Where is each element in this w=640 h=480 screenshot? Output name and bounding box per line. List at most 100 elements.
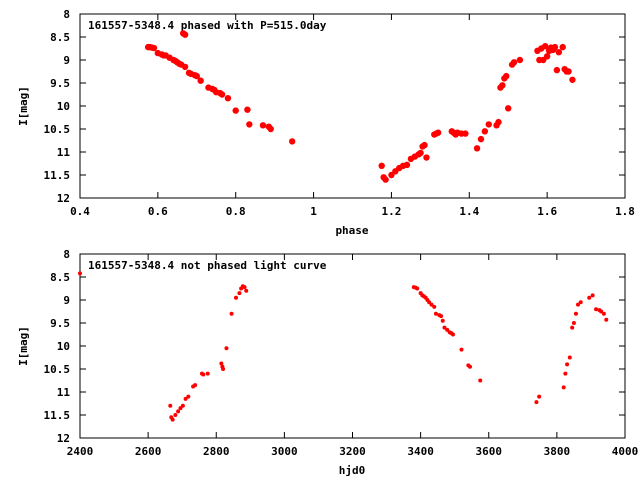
y-tick-label: 10.5 [44,363,71,376]
data-point [565,68,572,75]
y-tick-label: 8 [63,8,70,21]
unphased-y-ticks: 8 8.5 9 9.5 10 10.5 11 11.5 12 [44,248,625,445]
data-point [570,325,575,330]
unphased-y-axis-label: I[mag] [17,326,30,366]
data-point [541,43,549,50]
y-tick-label: 11 [57,386,71,399]
data-point [170,417,175,422]
phased-panel: 161557-5348.4 phased with P=515.0day pha… [17,8,635,237]
data-point [559,43,566,51]
data-point [186,394,191,399]
x-tick-label: 0.4 [70,205,90,218]
phased-x-ticks: 0.4 0.6 0.8 1 1.2 1.4 1.6 1.8 [70,14,635,218]
phased-data-points [144,30,576,183]
unphased-panel: 161557-5348.4 not phased light curve hjd… [17,248,638,477]
data-point [224,346,229,351]
data-point [516,56,524,64]
data-point [181,31,189,38]
data-point [183,396,188,401]
x-tick-label: 1.6 [537,205,557,218]
data-point [429,302,434,307]
y-tick-label: 12 [57,432,70,445]
x-tick-label: 3000 [271,445,298,458]
x-tick-label: 1 [310,205,317,218]
data-point [434,129,442,136]
data-point [553,66,561,74]
phased-x-axis-label: phase [335,224,368,237]
data-point [193,72,200,80]
data-point [477,135,485,143]
data-point [440,318,445,323]
x-tick-label: 2400 [67,445,94,458]
data-point [403,161,411,169]
data-point [150,44,158,52]
data-point [201,372,206,377]
x-tick-label: 3200 [339,445,366,458]
data-point [244,288,249,293]
data-point [478,378,483,383]
data-point [181,63,189,71]
data-point [423,154,430,161]
data-point [415,286,420,291]
y-tick-label: 8.5 [50,31,70,44]
data-point [575,302,580,307]
data-point [168,403,173,408]
y-tick-label: 11.5 [44,409,71,422]
data-point [259,122,267,129]
phased-y-axis-label: I[mag] [17,86,30,126]
data-point [229,311,234,316]
data-point [571,321,576,325]
y-tick-label: 8.5 [50,271,70,284]
data-point [442,325,447,330]
data-point [567,355,572,360]
data-point [499,82,506,89]
y-tick-label: 9 [63,294,70,307]
data-point [537,394,542,399]
data-point [578,300,583,305]
data-point [601,311,606,316]
data-point [473,145,481,152]
x-tick-label: 0.6 [148,205,168,218]
data-point [267,125,274,133]
data-point [439,314,444,319]
unphased-x-axis-label: hjd0 [339,464,366,477]
data-point [569,76,576,83]
data-point [587,295,592,300]
y-tick-label: 10 [57,100,70,113]
data-point [481,128,489,135]
data-point [462,130,469,137]
data-point [224,94,232,102]
data-point [288,138,296,145]
x-tick-label: 3400 [407,445,434,458]
data-point [505,105,512,112]
data-point [205,371,210,376]
data-point [561,385,566,390]
data-point [219,361,224,366]
y-tick-label: 10 [57,340,70,353]
data-point [555,48,563,56]
data-point [242,285,247,290]
data-point [432,304,437,309]
x-tick-label: 3800 [544,445,571,458]
data-point [510,59,518,66]
data-point [604,317,609,322]
data-point [234,295,239,300]
y-tick-label: 11 [57,146,71,159]
data-point [590,293,595,298]
y-tick-label: 12 [57,192,70,205]
data-point [417,149,424,157]
y-tick-label: 9.5 [50,77,70,90]
data-point [244,106,251,113]
y-tick-label: 8 [63,248,70,261]
data-point [176,409,181,414]
x-tick-label: 2800 [203,445,230,458]
y-tick-label: 10.5 [44,123,71,136]
unphased-x-ticks: 2400 2600 2800 3000 3200 3400 3600 3800 4000 [67,254,638,458]
data-point [221,367,226,371]
data-point [563,371,568,376]
phased-y-ticks: 8 8.5 9 9.5 10 10.5 11 11.5 12 [44,8,625,205]
x-tick-label: 0.8 [226,205,246,218]
data-point [551,43,559,51]
data-point [573,311,578,316]
